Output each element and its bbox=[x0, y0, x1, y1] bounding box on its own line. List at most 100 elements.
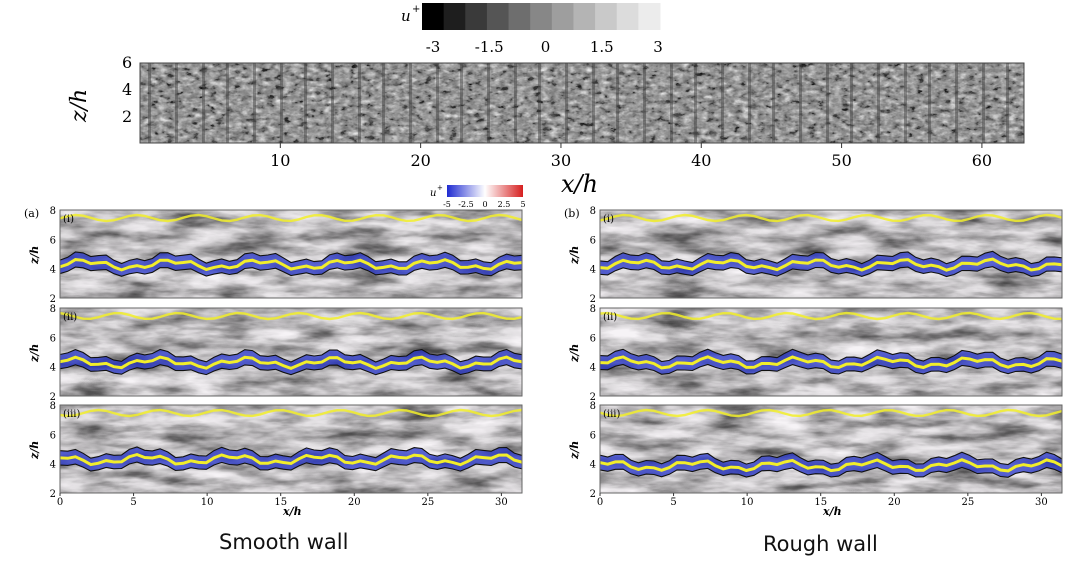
panel-xtick-label: 15 bbox=[814, 497, 827, 508]
colorbar-swatch bbox=[638, 3, 661, 30]
panel-ytick-label: 8 bbox=[590, 206, 596, 217]
field-band bbox=[616, 63, 619, 143]
top-xlabel: x/h bbox=[561, 170, 598, 198]
streak-centerline bbox=[60, 453, 522, 467]
panel-ytick-label: 6 bbox=[50, 235, 56, 246]
streak-centerline bbox=[600, 257, 1062, 272]
panel-ylabel: z/h bbox=[568, 246, 581, 265]
panel-ytick-label: 4 bbox=[590, 265, 596, 276]
bwr-colorbar bbox=[447, 185, 523, 197]
panel-ylabel: z/h bbox=[568, 441, 581, 460]
field-band bbox=[592, 63, 595, 143]
field-band bbox=[772, 63, 775, 143]
panel-label: (ii) bbox=[63, 312, 77, 323]
panel-xtick-label: 5 bbox=[670, 497, 676, 508]
field-band bbox=[148, 63, 151, 143]
panel-frame bbox=[59, 404, 523, 494]
field-band bbox=[826, 63, 829, 143]
panel-ytick-label: 6 bbox=[50, 430, 56, 441]
top-xticks: 10 20 30 40 50 60 bbox=[270, 143, 992, 170]
field-panel bbox=[600, 405, 1062, 493]
panel-ytick-label: 6 bbox=[590, 430, 596, 441]
streak-centerline bbox=[600, 458, 1062, 473]
panel-letter: (b) bbox=[564, 207, 580, 220]
panel-frame bbox=[599, 404, 1063, 494]
panel-xtick-label: 0 bbox=[57, 497, 63, 508]
bwr-tick-m5: -5 bbox=[443, 200, 451, 209]
colorbar-swatch bbox=[616, 3, 639, 30]
field-band bbox=[928, 63, 931, 143]
field-band bbox=[175, 63, 178, 143]
panel-ytick-label: 2 bbox=[50, 294, 56, 305]
colorbar-swatch bbox=[551, 3, 574, 30]
colorbar-tick-label: 1.5 bbox=[590, 38, 614, 56]
colorbar-tick-label: -1.5 bbox=[475, 38, 504, 56]
field-band bbox=[694, 63, 697, 143]
field-band bbox=[799, 63, 802, 143]
panel-xlabel: x/h bbox=[282, 505, 302, 518]
panel-label: (ii) bbox=[603, 312, 617, 323]
panel-xtick-label: 30 bbox=[1035, 497, 1048, 508]
field-band bbox=[226, 63, 229, 143]
panel-xtick-label: 25 bbox=[961, 497, 974, 508]
field-band bbox=[982, 63, 985, 143]
field-band bbox=[904, 63, 907, 143]
panel-ytick-label: 2 bbox=[50, 489, 56, 500]
field-band bbox=[358, 63, 361, 143]
top-xtick-label: 10 bbox=[270, 151, 290, 170]
field-band bbox=[409, 63, 412, 143]
colorbar-tick-label: -3 bbox=[426, 38, 441, 56]
panel-ytick-label: 2 bbox=[590, 392, 596, 403]
grayscale-colorbar-ticks: -3 -1.5 0 1.5 3 bbox=[426, 38, 663, 56]
field-band bbox=[643, 63, 646, 143]
panel-frame bbox=[59, 209, 523, 299]
colorbar-swatch bbox=[443, 3, 466, 30]
field-panel bbox=[60, 210, 522, 298]
panel-xtick-label: 5 bbox=[130, 497, 136, 508]
bwr-colorbar-block: u + -5 -2.5 0 2.5 5 bbox=[430, 184, 526, 209]
field-band bbox=[460, 63, 463, 143]
field-band bbox=[514, 63, 517, 143]
low-speed-streak bbox=[600, 349, 1062, 375]
rough-wall-figure: (b) (i) 2 4 6 8 z/h (ii) 2 4 6 8 z/h (iii) 2 4 6 8 z/h 0 5 10… bbox=[564, 206, 1063, 518]
panel-letter: (a) bbox=[24, 207, 39, 220]
panel-ytick-label: 4 bbox=[50, 265, 56, 276]
colorbar-swatch bbox=[465, 3, 488, 30]
smooth-wall-caption: Smooth wall bbox=[219, 530, 349, 554]
top-figure: u + -3 -1.5 0 1.5 3 z/h 6 4 2 10 20 30 40 50 60 x… bbox=[67, 3, 1025, 198]
top-xtick-label: 30 bbox=[551, 151, 571, 170]
smooth-wall-figure: (a) (i) 2 4 6 8 z/h (ii) 2 4 6 8 z/h (iii) 2 4 6 8 z/h 0 5 10… bbox=[24, 206, 523, 518]
panel-frame bbox=[599, 209, 1063, 299]
panel-ytick-label: 6 bbox=[50, 333, 56, 344]
field-band bbox=[202, 63, 205, 143]
panel-ytick-label: 8 bbox=[50, 304, 56, 315]
top-field-frame bbox=[139, 62, 1025, 144]
panel-ytick-label: 6 bbox=[590, 333, 596, 344]
panel-ytick-label: 4 bbox=[50, 363, 56, 374]
panel-ytick-label: 4 bbox=[590, 363, 596, 374]
panel-ylabel: z/h bbox=[28, 246, 41, 265]
bwr-tick-5: 5 bbox=[520, 200, 525, 209]
panel-xtick-label: 0 bbox=[597, 497, 603, 508]
top-xtick-label: 60 bbox=[972, 151, 992, 170]
panel-xtick-label: 10 bbox=[741, 497, 754, 508]
panel-ytick-label: 4 bbox=[50, 460, 56, 471]
colorbar-symbol: u bbox=[401, 7, 411, 25]
panel-label: (iii) bbox=[63, 409, 80, 420]
field-band bbox=[304, 63, 307, 143]
top-xtick-label: 40 bbox=[691, 151, 711, 170]
panel-frame bbox=[599, 307, 1063, 397]
panel-ylabel: z/h bbox=[28, 344, 41, 363]
streak-centerline bbox=[600, 355, 1062, 370]
colorbar-swatch bbox=[595, 3, 618, 30]
panel-ytick-label: 8 bbox=[50, 206, 56, 217]
colorbar-swatch bbox=[530, 3, 553, 30]
panel-ytick-label: 8 bbox=[590, 401, 596, 412]
bwr-colorbar-superscript: + bbox=[437, 184, 443, 192]
panel-xtick-label: 30 bbox=[495, 497, 508, 508]
bwr-tick-25: 2.5 bbox=[498, 200, 511, 209]
field-band bbox=[436, 63, 439, 143]
top-xtick-label: 50 bbox=[831, 151, 851, 170]
top-field-stripes bbox=[148, 63, 1009, 143]
panel-xtick-label: 25 bbox=[421, 497, 434, 508]
